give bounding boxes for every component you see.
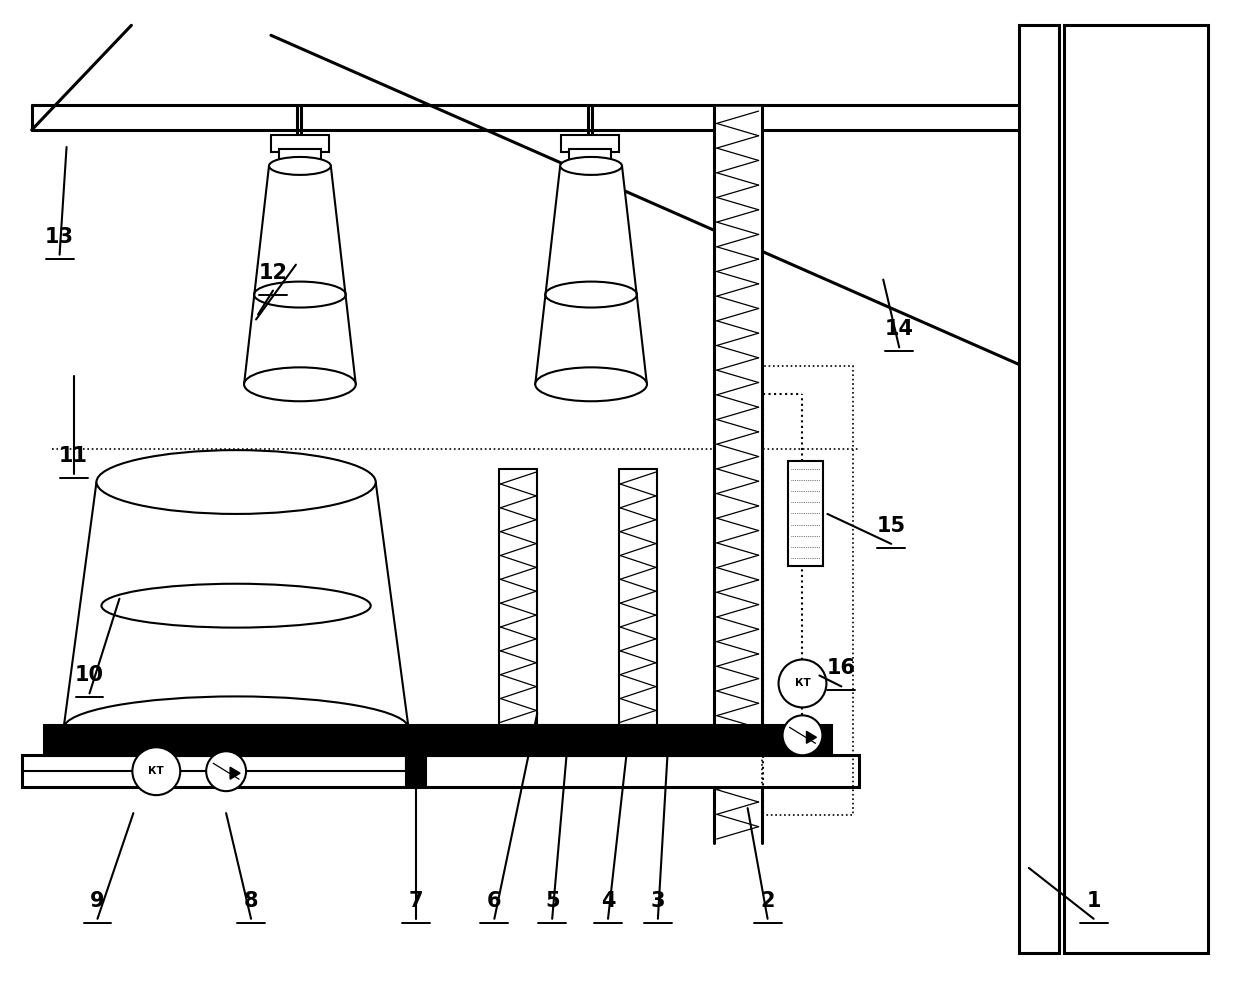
Text: 14: 14 — [884, 320, 914, 339]
Ellipse shape — [133, 747, 180, 795]
Text: 1: 1 — [1086, 891, 1101, 911]
Bar — [272, 135, 329, 152]
Text: 4: 4 — [601, 891, 615, 911]
Bar — [787, 461, 823, 566]
Polygon shape — [500, 469, 537, 725]
Text: 16: 16 — [827, 658, 856, 679]
Text: 12: 12 — [258, 263, 288, 282]
Text: 9: 9 — [91, 891, 105, 911]
Polygon shape — [63, 482, 409, 728]
Ellipse shape — [560, 157, 622, 175]
Ellipse shape — [782, 715, 822, 756]
Bar — [562, 135, 619, 152]
Text: 2: 2 — [760, 891, 775, 911]
Bar — [405, 732, 425, 787]
Polygon shape — [536, 166, 647, 385]
Text: 7: 7 — [408, 891, 423, 911]
Ellipse shape — [536, 367, 647, 401]
Text: 3: 3 — [651, 891, 665, 911]
Ellipse shape — [206, 751, 246, 791]
Polygon shape — [806, 731, 816, 743]
Bar — [761, 366, 853, 815]
Polygon shape — [244, 166, 356, 385]
Text: 5: 5 — [544, 891, 559, 911]
Polygon shape — [714, 107, 761, 843]
Bar — [569, 149, 611, 166]
Text: КТ: КТ — [149, 767, 164, 776]
Ellipse shape — [244, 367, 356, 401]
Ellipse shape — [97, 450, 376, 514]
Bar — [1064, 26, 1208, 953]
Polygon shape — [500, 725, 657, 750]
Text: 6: 6 — [487, 891, 502, 911]
Text: 13: 13 — [45, 226, 74, 247]
Ellipse shape — [269, 157, 331, 175]
Text: 15: 15 — [877, 516, 905, 536]
Bar — [279, 149, 321, 166]
Polygon shape — [619, 469, 657, 725]
Bar — [1019, 26, 1059, 953]
Text: 10: 10 — [74, 665, 104, 686]
Text: 11: 11 — [60, 446, 88, 466]
Bar — [43, 725, 831, 756]
Bar — [21, 756, 859, 787]
Text: 8: 8 — [244, 891, 258, 911]
Ellipse shape — [779, 659, 826, 707]
Text: КТ: КТ — [795, 678, 811, 689]
Ellipse shape — [63, 697, 409, 761]
Polygon shape — [231, 768, 241, 779]
